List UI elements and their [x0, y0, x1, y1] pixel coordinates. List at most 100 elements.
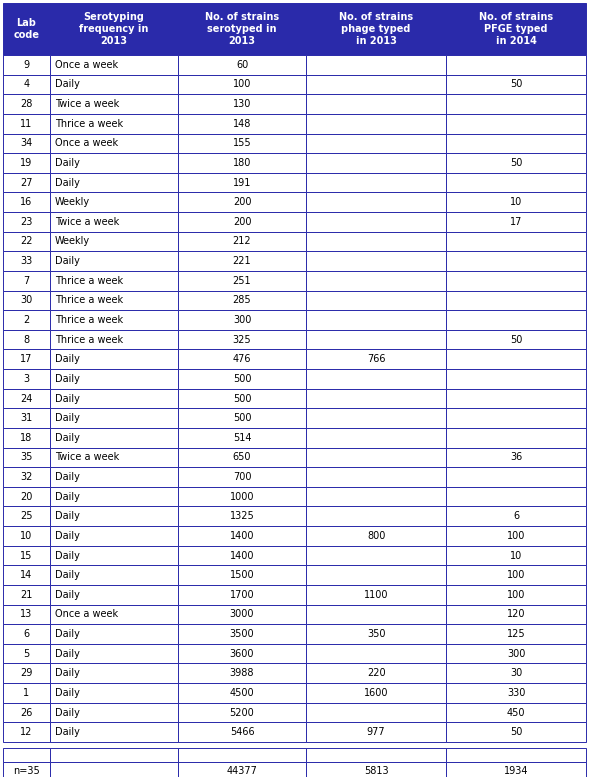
Text: 1325: 1325 [230, 511, 254, 521]
Text: 251: 251 [233, 276, 252, 286]
Text: Daily: Daily [55, 727, 80, 737]
Bar [446, 251, 586, 271]
Bar [306, 507, 446, 526]
Text: 100: 100 [507, 531, 525, 541]
Text: 500: 500 [233, 393, 252, 403]
Bar [178, 251, 306, 271]
Text: 30: 30 [20, 295, 32, 305]
Bar [178, 526, 306, 545]
Text: 1400: 1400 [230, 531, 254, 541]
Text: No. of strains
phage typed
in 2013: No. of strains phage typed in 2013 [339, 12, 413, 46]
Bar [306, 193, 446, 212]
Text: 23: 23 [20, 217, 32, 227]
Text: Daily: Daily [55, 570, 80, 580]
Text: 32: 32 [20, 472, 32, 482]
Bar [178, 448, 306, 467]
Bar [3, 585, 49, 605]
Bar [446, 545, 586, 566]
Text: 12: 12 [20, 727, 32, 737]
Text: Daily: Daily [55, 472, 80, 482]
Bar [306, 388, 446, 409]
Text: Daily: Daily [55, 649, 80, 659]
Bar [49, 75, 178, 94]
Bar [446, 409, 586, 428]
Text: 221: 221 [233, 256, 252, 266]
Text: Daily: Daily [55, 668, 80, 678]
Bar [306, 114, 446, 134]
Text: 500: 500 [233, 413, 252, 423]
Text: 31: 31 [20, 413, 32, 423]
Text: 450: 450 [507, 708, 525, 717]
Bar [3, 350, 49, 369]
Bar [3, 193, 49, 212]
Bar [49, 3, 178, 55]
Bar [3, 251, 49, 271]
Bar [306, 94, 446, 114]
Bar [306, 350, 446, 369]
Bar [49, 723, 178, 742]
Bar [49, 761, 178, 777]
Text: 514: 514 [233, 433, 252, 443]
Text: Daily: Daily [55, 256, 80, 266]
Text: 200: 200 [233, 197, 252, 207]
Bar [49, 350, 178, 369]
Text: 130: 130 [233, 99, 252, 109]
Text: Thrice a week: Thrice a week [55, 295, 123, 305]
Bar [306, 747, 446, 761]
Text: 17: 17 [510, 217, 522, 227]
Bar [49, 428, 178, 448]
Bar [49, 291, 178, 310]
Bar [446, 723, 586, 742]
Text: Daily: Daily [55, 688, 80, 698]
Bar [446, 232, 586, 251]
Bar [306, 467, 446, 487]
Bar [178, 153, 306, 172]
Text: 18: 18 [20, 433, 32, 443]
Bar [49, 566, 178, 585]
Bar [446, 369, 586, 388]
Bar [446, 585, 586, 605]
Bar [306, 683, 446, 702]
Text: 44377: 44377 [227, 765, 257, 775]
Text: 5200: 5200 [230, 708, 254, 717]
Bar [306, 212, 446, 232]
Text: 330: 330 [507, 688, 525, 698]
Text: Daily: Daily [55, 590, 80, 600]
Bar [446, 114, 586, 134]
Bar [446, 487, 586, 507]
Bar [178, 3, 306, 55]
Bar [446, 75, 586, 94]
Text: 1700: 1700 [230, 590, 254, 600]
Bar [178, 507, 306, 526]
Text: 6: 6 [23, 629, 29, 639]
Bar [3, 94, 49, 114]
Bar [3, 644, 49, 664]
Bar [178, 545, 306, 566]
Bar [3, 55, 49, 75]
Text: Serotyping
frequency in
2013: Serotyping frequency in 2013 [79, 12, 148, 46]
Bar [306, 251, 446, 271]
Bar [446, 467, 586, 487]
Text: 155: 155 [233, 138, 252, 148]
Bar [446, 94, 586, 114]
Bar [3, 369, 49, 388]
Text: 50: 50 [510, 727, 522, 737]
Text: 15: 15 [20, 551, 32, 560]
Text: 1500: 1500 [230, 570, 254, 580]
Text: Thrice a week: Thrice a week [55, 276, 123, 286]
Bar [306, 75, 446, 94]
Text: 14: 14 [20, 570, 32, 580]
Bar [178, 747, 306, 761]
Bar [3, 172, 49, 193]
Text: Daily: Daily [55, 178, 80, 187]
Bar [178, 388, 306, 409]
Text: 285: 285 [233, 295, 252, 305]
Bar [3, 448, 49, 467]
Text: 1100: 1100 [364, 590, 388, 600]
Bar [49, 134, 178, 153]
Bar [3, 702, 49, 723]
Bar [178, 134, 306, 153]
Bar [306, 545, 446, 566]
Text: Once a week: Once a week [55, 60, 118, 70]
Text: 120: 120 [507, 609, 525, 619]
